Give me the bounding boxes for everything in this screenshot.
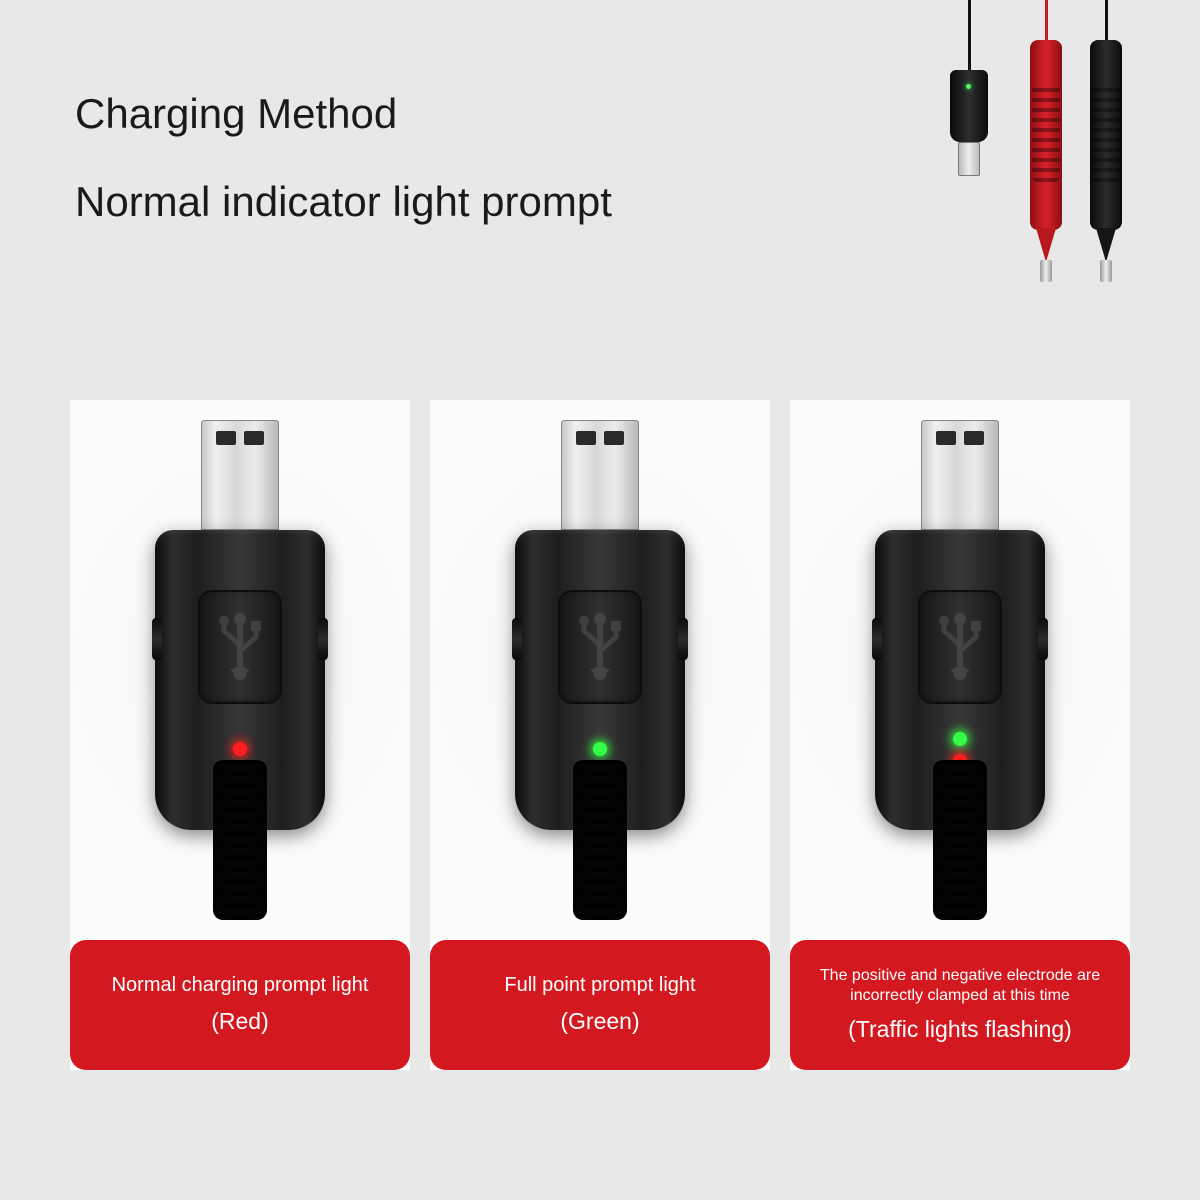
cable [573, 760, 627, 920]
card-image [430, 400, 770, 940]
page-subtitle: Normal indicator light prompt [75, 178, 612, 226]
card-image [790, 400, 1130, 940]
usb-connector-icon [201, 420, 279, 530]
cable [933, 760, 987, 920]
cable [213, 760, 267, 920]
caption-line1: Normal charging prompt light [84, 973, 396, 998]
led-indicator-icon [593, 742, 607, 756]
usb-device-illustration [875, 420, 1045, 830]
card-green: Full point prompt light (Green) [430, 400, 770, 1070]
usb-body [875, 530, 1045, 830]
usb-device-illustration [515, 420, 685, 830]
header-block: Charging Method Normal indicator light p… [75, 90, 612, 226]
caption-error: The positive and negative electrode are … [790, 940, 1130, 1070]
product-thumbnail [910, 0, 1170, 320]
cards-row: Normal charging prompt light (Red) [70, 400, 1130, 1070]
usb-symbol-icon [918, 590, 1002, 704]
page-title: Charging Method [75, 90, 612, 138]
caption-green: Full point prompt light (Green) [430, 940, 770, 1070]
usb-connector-icon [561, 420, 639, 530]
led-indicator-icon [233, 742, 247, 756]
card-red: Normal charging prompt light (Red) [70, 400, 410, 1070]
usb-connector-icon [921, 420, 999, 530]
caption-line2: (Red) [84, 1008, 396, 1035]
card-error: The positive and negative electrode are … [790, 400, 1130, 1070]
usb-symbol-icon [558, 590, 642, 704]
usb-device-illustration [155, 420, 325, 830]
caption-line2: (Traffic lights flashing) [804, 1016, 1116, 1043]
usb-body [155, 530, 325, 830]
caption-red: Normal charging prompt light (Red) [70, 940, 410, 1070]
card-image [70, 400, 410, 940]
usb-symbol-icon [198, 590, 282, 704]
caption-line2: (Green) [444, 1008, 756, 1035]
led-indicator-icon [953, 732, 967, 746]
caption-line1: Full point prompt light [444, 973, 756, 998]
caption-line1: The positive and negative electrode are … [804, 966, 1116, 1006]
usb-body [515, 530, 685, 830]
